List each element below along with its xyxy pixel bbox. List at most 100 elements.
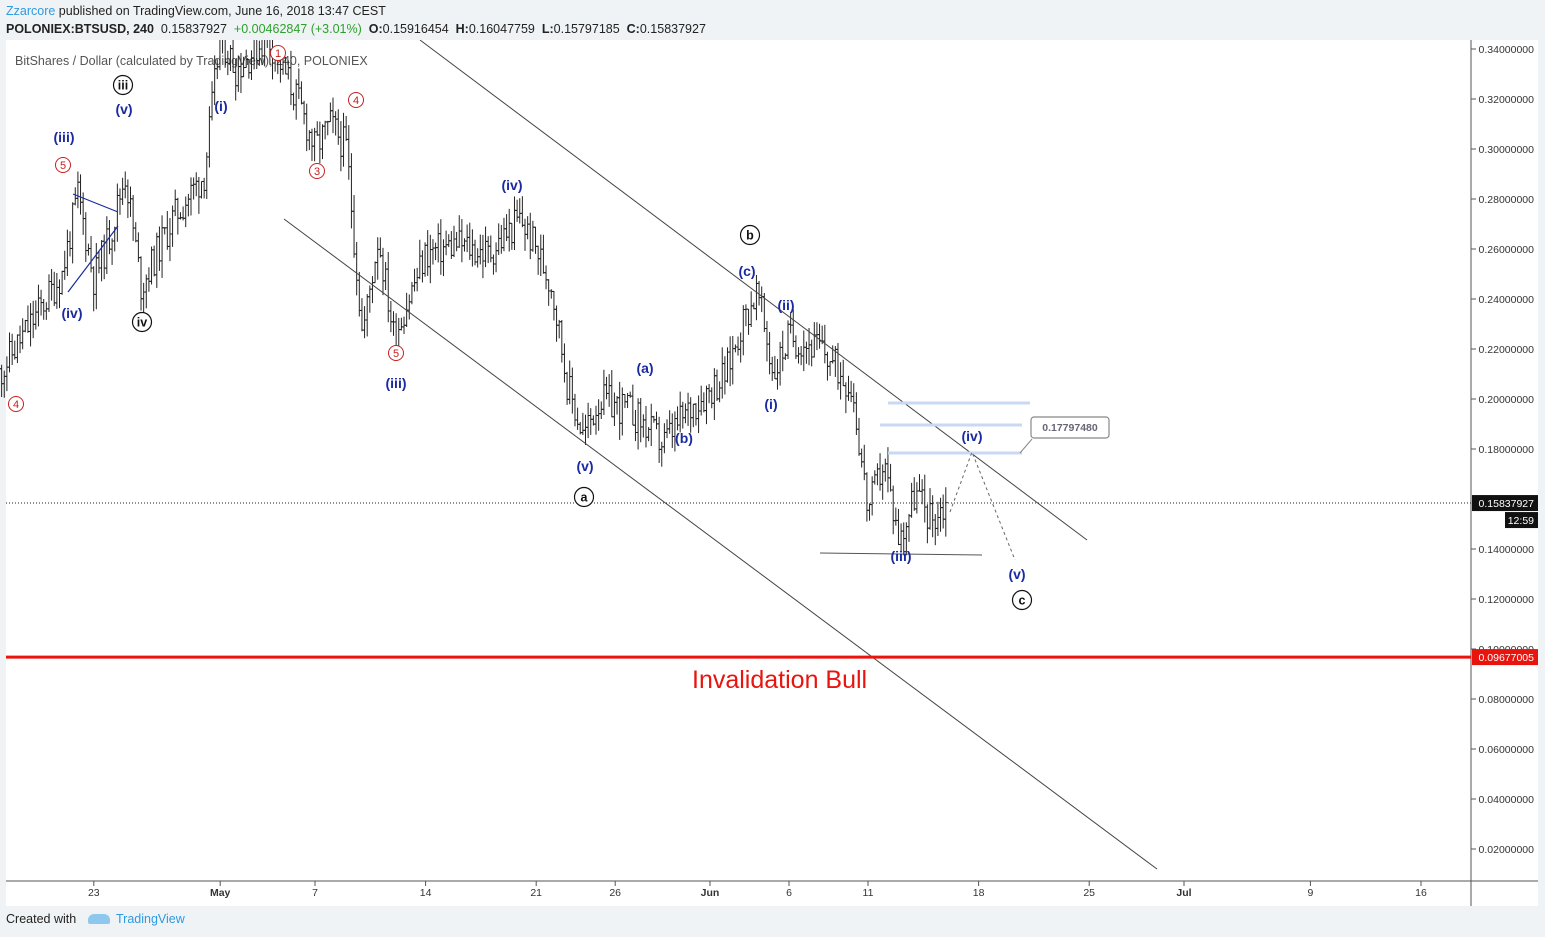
close-label: C: — [626, 22, 640, 36]
price-tick-label: 0.14000000 — [1479, 544, 1535, 556]
price-tick-label: 0.18000000 — [1479, 444, 1535, 456]
countdown-tag — [1505, 512, 1538, 529]
wave-label-blue: (iv) — [962, 428, 983, 444]
wave-label-black: iii — [118, 79, 128, 93]
time-tick-label: 9 — [1307, 887, 1313, 899]
price-tick-label: 0.32000000 — [1479, 94, 1535, 106]
wave-circle-red — [388, 345, 404, 361]
high-label: H: — [455, 22, 469, 36]
wave-label-blue: (iii) — [386, 375, 407, 391]
time-tick-label: 16 — [1415, 887, 1427, 899]
price-tick-label: 0.28000000 — [1479, 194, 1535, 206]
created-with-text: Created with — [6, 912, 77, 926]
symbol-label: POLONIEX:BTSUSD, 240 — [6, 22, 154, 36]
wave-circle-red — [55, 157, 71, 173]
time-tick-label: 11 — [863, 887, 874, 899]
wave-label-blue: (v) — [576, 458, 593, 474]
wave-circle-red — [348, 92, 364, 108]
wave-label-black: c — [1019, 594, 1026, 608]
wave-label-red: 1 — [275, 48, 281, 60]
triangle-upper-line — [72, 193, 119, 213]
wave-label-red: 3 — [314, 166, 320, 178]
wave-label-blue: (a) — [636, 360, 653, 376]
price-tick-label: 0.20000000 — [1479, 394, 1535, 406]
time-tick-label: Jul — [1176, 887, 1191, 899]
wave-label-red: 5 — [60, 160, 66, 172]
triangle-lower-line — [67, 225, 119, 293]
chart-background — [6, 40, 1471, 881]
wave-label-blue: (c) — [738, 263, 755, 279]
ohlc-line: POLONIEX:BTSUSD, 240 0.15837927 +0.00462… — [6, 22, 706, 36]
close-value: 0.15837927 — [639, 22, 706, 36]
price-axis-background — [1471, 40, 1538, 881]
time-axis-background — [6, 881, 1538, 906]
wave-label-blue: (i) — [764, 396, 777, 412]
invalidation-price-tag — [1472, 649, 1538, 666]
price-tick-label: 0.06000000 — [1479, 744, 1535, 756]
publish-line: Zzarcore published on TradingView.com, J… — [6, 4, 386, 18]
wave-circle-black — [1011, 589, 1033, 611]
last-price: 0.15837927 — [160, 22, 227, 36]
wave-circle-black — [739, 224, 761, 246]
price-tick-label: 0.04000000 — [1479, 794, 1535, 806]
low-label: L: — [541, 22, 554, 36]
time-tick-label: 6 — [786, 887, 792, 899]
wave-label-red: 5 — [393, 348, 399, 360]
wave-label-black: a — [581, 491, 589, 505]
countdown-label: 12:59 — [1508, 515, 1534, 527]
time-tick-label: Jun — [701, 887, 720, 899]
time-tick-label: 26 — [609, 887, 621, 899]
wave-circle-red — [270, 45, 286, 61]
time-tick-label: 25 — [1083, 887, 1095, 899]
price-tick-label: 0.24000000 — [1479, 294, 1535, 306]
time-tick-label: 18 — [973, 887, 985, 899]
author-link[interactable]: Zzarcore — [6, 4, 56, 18]
price-bars — [0, 34, 948, 556]
change-value: +0.00462847 (+3.01%) — [233, 22, 362, 36]
invalidation-price-label: 0.09677005 — [1479, 652, 1535, 664]
time-tick-label: 7 — [312, 887, 318, 899]
open-value: 0.15916454 — [382, 22, 449, 36]
price-callout-box — [1030, 416, 1110, 439]
wave-label-black: b — [746, 229, 754, 243]
price-tick-label: 0.02000000 — [1479, 844, 1535, 856]
header: Zzarcore published on TradingView.com, J… — [0, 0, 1545, 40]
wave-label-red: 4 — [353, 95, 359, 107]
price-tick-label: 0.34000000 — [1479, 44, 1535, 56]
current-price-tag — [1472, 495, 1538, 512]
chart-title: BitShares / Dollar (calculated by Tradin… — [15, 54, 368, 68]
price-tick-label: 0.30000000 — [1479, 144, 1535, 156]
wave-label-blue: (iv) — [62, 305, 83, 321]
price-callout-pointer — [1019, 438, 1033, 454]
channel-lower-line — [283, 218, 1158, 870]
tradingview-brand-text: TradingView — [116, 912, 185, 926]
invalidation-text: Invalidation Bull — [692, 666, 867, 694]
wave-labels: (iii) (v) (iv) (i) (iii) (iv) (v) (a) (b) (c) (ii)… — [8, 45, 1033, 611]
wave-label-blue: (iv) — [502, 177, 523, 193]
wave-circle-black — [573, 486, 595, 508]
time-tick-label: 21 — [530, 887, 542, 899]
wave-circle-black — [112, 74, 134, 96]
wave-label-blue: (v) — [1008, 566, 1025, 582]
wave-circle-red — [8, 396, 24, 412]
wave-circle-red — [309, 163, 325, 179]
time-tick-label: 23 — [88, 887, 100, 899]
wave-label-black: iv — [137, 316, 147, 330]
price-tick-label: 0.12000000 — [1479, 594, 1535, 606]
price-tick-label: 0.22000000 — [1479, 344, 1535, 356]
wave-label-blue: (ii) — [777, 297, 794, 313]
time-tick-label: 14 — [420, 887, 432, 899]
current-price-label: 0.15837927 — [1479, 498, 1535, 510]
wave-label-blue: (v) — [115, 101, 132, 117]
tradingview-cloud-icon — [88, 914, 110, 924]
wave-circle-black — [131, 311, 153, 333]
low-value: 0.15797185 — [553, 22, 620, 36]
tradingview-link[interactable]: TradingView — [88, 912, 185, 926]
channel-upper-line — [419, 39, 1088, 541]
price-tick-label: 0.08000000 — [1479, 694, 1535, 706]
drawing-layer: 0.15837927 12:59 0.09677005 Invalidation Bu… — [6, 39, 1538, 870]
wave-iii-low-line — [819, 552, 983, 556]
wave-label-blue: (iii) — [54, 129, 75, 145]
high-value: 0.16047759 — [468, 22, 535, 36]
